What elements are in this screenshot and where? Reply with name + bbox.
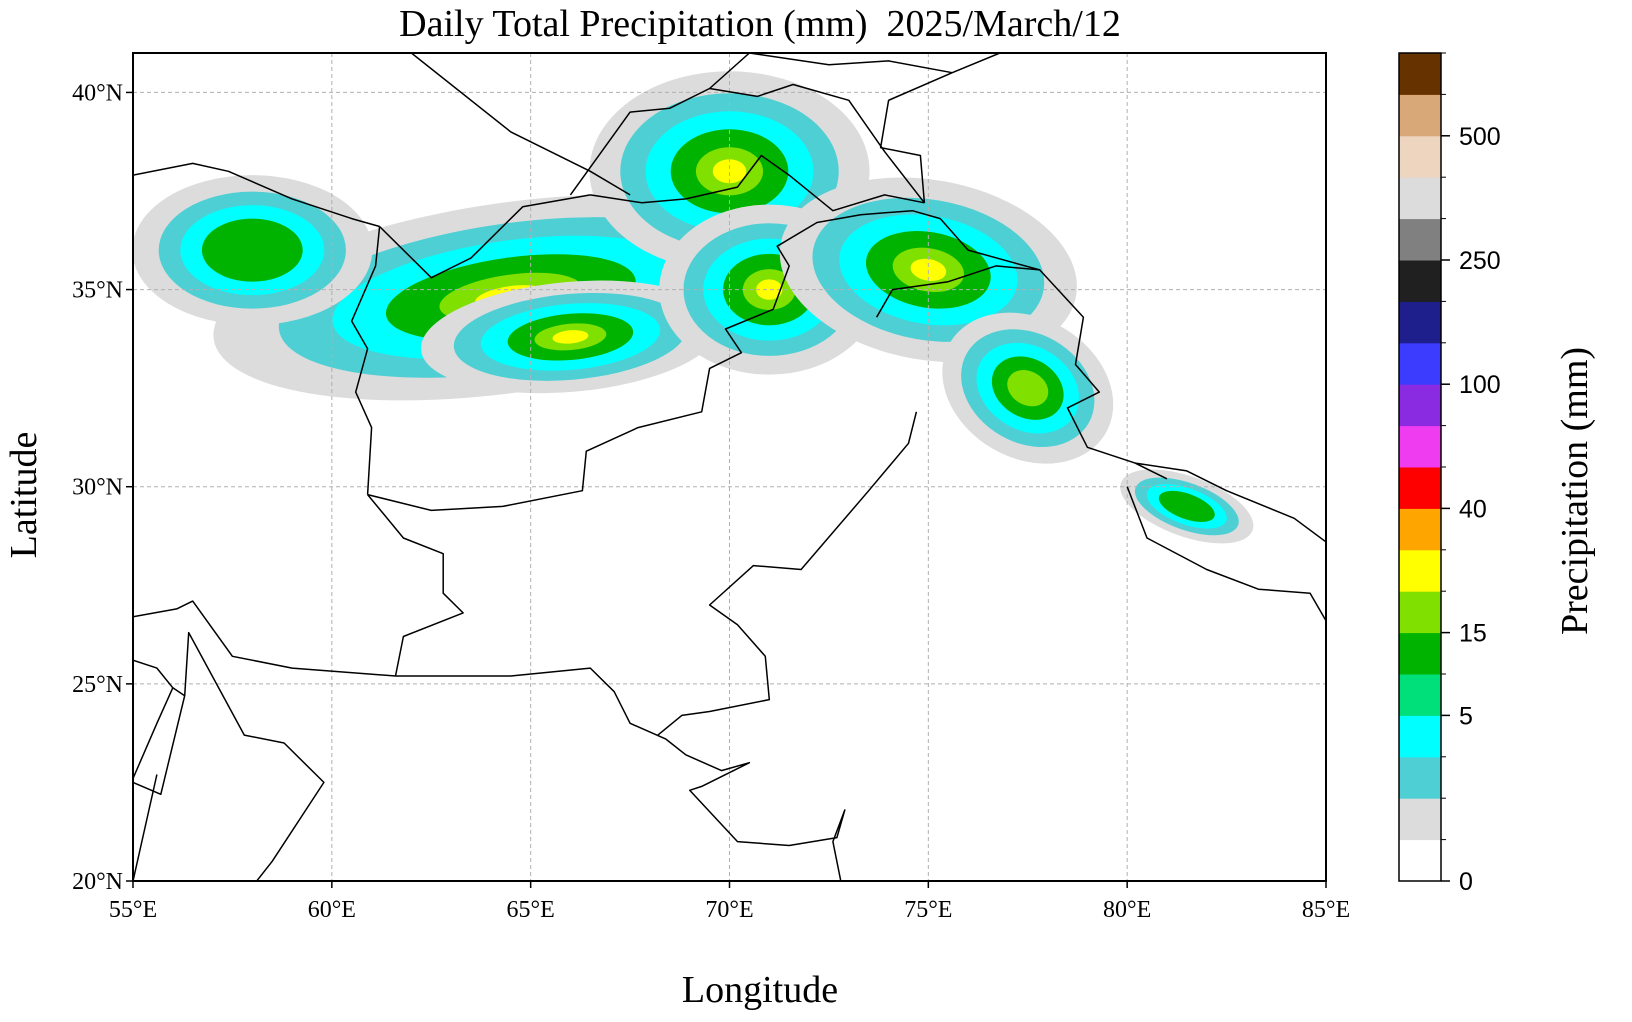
colorbar-segment (1399, 94, 1441, 137)
colorbar-segment (1399, 674, 1441, 716)
colorbar-segment (1399, 591, 1441, 634)
precip-contour (201, 218, 303, 282)
x-tick-label: 55°E (109, 897, 157, 923)
border-iran-turkmenistan (133, 162, 380, 228)
colorbar-segment (1399, 425, 1441, 468)
border-india-nepal (1126, 486, 1326, 622)
colorbar-segment (1399, 508, 1441, 551)
y-tick-label: 30°N (72, 475, 123, 501)
border-north (410, 53, 631, 196)
x-tick-label: 60°E (308, 897, 356, 923)
border-pakistan-india (657, 411, 918, 736)
colorbar-tick-label: 15 (1459, 620, 1487, 648)
colorbar-tick-label: 100 (1459, 371, 1501, 399)
border-iran-pakistan (367, 494, 464, 677)
colorbar-segment (1399, 632, 1441, 675)
precip-contour (712, 159, 747, 184)
colorbar-tick-label: 40 (1459, 495, 1487, 523)
precipitation-field (133, 71, 1254, 544)
border-uzbekistan-tajikistan (569, 83, 925, 204)
line-of-control (875, 265, 1040, 318)
y-tick-label: 40°N (72, 80, 123, 106)
colorbar-label: Precipitation (mm) (1554, 346, 1596, 636)
x-tick-label: 80°E (1103, 897, 1151, 923)
precip-contour (756, 279, 783, 300)
colorbar: 0 5 15 40 100 250 500 (1398, 52, 1501, 896)
x-tick-label: 65°E (507, 897, 555, 923)
x-axis-label: Longitude (681, 969, 839, 1011)
coastline-arabia-pakistan-india (133, 600, 846, 881)
precip-contour (552, 330, 589, 344)
precip-area-central-afghanistan (420, 280, 720, 394)
border-uae-oman (133, 687, 174, 779)
colorbar-segment (1399, 260, 1441, 302)
coastline-arabia-west (133, 659, 186, 697)
colorbar-segment (1399, 384, 1441, 427)
x-tick-label: 75°E (904, 897, 952, 923)
precip-contour (910, 258, 947, 281)
border-kyrgyz (709, 53, 1001, 90)
colorbar-segment (1399, 53, 1441, 95)
border-afghanistan-turkmenistan (379, 194, 591, 279)
border-afghanistan-north (590, 154, 925, 212)
y-tick-label: 35°N (72, 278, 123, 304)
colorbar-segment (1399, 756, 1441, 799)
x-tick-label: 70°E (705, 897, 753, 923)
colorbar-tick-label: 250 (1459, 247, 1501, 275)
colorbar-tick-label: 5 (1459, 702, 1473, 730)
border-kashmir (939, 218, 1168, 480)
colorbar-segment (1399, 177, 1441, 220)
precip-area-western-nepal (1120, 469, 1254, 544)
axes: 55°E 60°E 65°E 70°E 75°E 80°E 85°E 20°N 25°N 30°N… (72, 80, 1350, 923)
y-tick-label: 25°N (72, 672, 123, 698)
colorbar-tick-label: 500 (1459, 123, 1501, 151)
precip-area-himachal-uttarakhand (942, 312, 1114, 464)
border-china-west (879, 72, 953, 203)
chart-title: Daily Total Precipitation (mm) 2025/Marc… (399, 3, 1121, 45)
border-saudi (133, 774, 158, 881)
colorbar-segment (1399, 798, 1441, 841)
precip-area-northern-iran (133, 175, 373, 326)
colorbar-tick-label: 0 (1459, 868, 1473, 896)
precip-contour (1007, 370, 1049, 407)
colorbar-segment (1399, 135, 1441, 178)
colorbar-segment (1399, 549, 1441, 592)
x-tick-label: 85°E (1302, 897, 1350, 923)
y-axis-label: Latitude (3, 431, 45, 559)
border-iran-afghanistan (350, 226, 381, 495)
colorbar-segment (1399, 342, 1441, 385)
colorbar-segment (1399, 839, 1441, 882)
border-afghanistan-pakistan (367, 209, 941, 512)
country-borders (133, 53, 1326, 881)
precip-contour (1158, 490, 1215, 522)
colorbar-segment (1399, 715, 1441, 758)
y-tick-label: 20°N (72, 869, 123, 895)
colorbar-segment (1399, 467, 1441, 509)
border-nepal-china (1134, 462, 1326, 543)
coastline-oman (133, 631, 325, 881)
colorbar-segment (1399, 218, 1441, 261)
colorbar-segment (1399, 301, 1441, 344)
